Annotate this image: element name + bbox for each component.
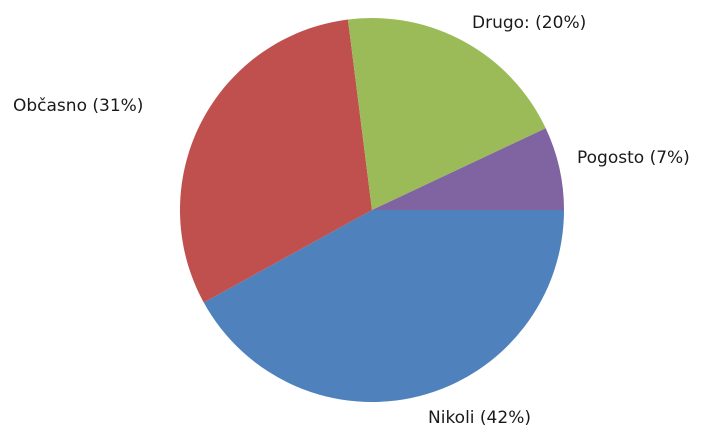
slice-label-pogosto: Pogosto (7%)	[577, 148, 690, 168]
slice-label-drugo: Drugo: (20%)	[472, 13, 586, 33]
pie-labels: Nikoli (42%) Občasno (31%) Drugo: (20%) …	[13, 13, 690, 428]
slice-label-obcasno: Občasno (31%)	[13, 96, 143, 116]
slice-label-nikoli: Nikoli (42%)	[428, 408, 531, 428]
pie-slice-nikoli	[203, 210, 564, 403]
pie-slice-ob-asno	[179, 19, 372, 303]
pie-slices	[179, 17, 564, 403]
pie-slice-drugo	[347, 17, 546, 210]
pie-slice-pogosto	[372, 128, 564, 210]
